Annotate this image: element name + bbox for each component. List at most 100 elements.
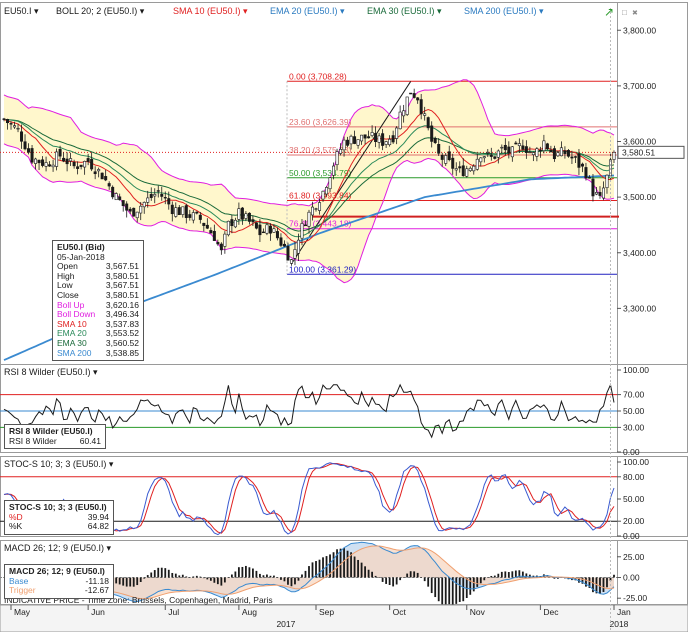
macd-histogram-bar: [143, 577, 146, 579]
info-row-value: 3,567.51: [105, 261, 139, 272]
candle-body: [195, 211, 199, 214]
macd-histogram-bar: [301, 574, 303, 578]
stoch-info-title: STOC-S 10; 3; 3 (EU50.I): [9, 502, 107, 512]
candle-body: [605, 174, 609, 188]
macd-histogram-bar: [416, 572, 419, 578]
candle-body: [465, 168, 469, 177]
x-axis-band: [0, 604, 688, 632]
candle-body: [563, 150, 567, 154]
candle-body: [496, 150, 500, 158]
candle-body: [100, 172, 104, 180]
x-tick-label: May: [14, 607, 31, 617]
candle-body: [265, 224, 269, 234]
candle-body: [542, 140, 546, 151]
main-price-panel[interactable]: 3,300.00 3,400.00 3,500.00 3,600.00 3,700.00…: [0, 2, 688, 365]
candle-body: [30, 148, 34, 163]
info-title: EU50.I (Bid): [57, 242, 105, 252]
candle-body: [503, 144, 507, 151]
candle-body: [303, 224, 307, 227]
candle-body: [132, 207, 136, 217]
candle-body: [184, 205, 188, 218]
macd-histogram-bar: [353, 556, 356, 578]
candle-body: [377, 135, 381, 143]
info-row: Low 3,567.51: [57, 281, 139, 291]
macd-histogram-bar: [472, 577, 475, 592]
macd-histogram-bar: [588, 577, 591, 588]
info-row: Boll Up 3,620.16: [57, 299, 139, 311]
macd-histogram-bar: [294, 577, 296, 585]
macd-histogram-bar: [553, 577, 556, 579]
candle-body: [433, 138, 437, 144]
candle-body: [545, 143, 549, 149]
candle-body: [149, 193, 153, 198]
candle-body: [451, 157, 455, 169]
macd-histogram-bar: [195, 575, 198, 578]
macd-histogram-bar: [493, 575, 496, 578]
candle-body: [395, 127, 399, 139]
candle-body: [587, 177, 591, 179]
info-date: 05-Jan-2018: [57, 251, 105, 262]
info-row-value: 3,538.85: [105, 347, 139, 358]
macd-histogram-bar: [244, 565, 247, 578]
macd-histogram-bar: [125, 577, 128, 587]
candle-body: [500, 146, 504, 149]
macd-histogram-bar: [139, 577, 142, 582]
macd-histogram-bar: [578, 577, 580, 583]
macd-histogram-bar: [150, 572, 153, 578]
candle-body: [384, 141, 388, 145]
macd-histogram-bar: [388, 577, 391, 585]
arrow-icon: ↗: [604, 5, 614, 19]
info-row-label: EMA 30: [57, 337, 87, 348]
macd-histogram-bar: [146, 575, 149, 578]
info-row-value: 3,620.16: [105, 299, 139, 310]
macd-tick-label: 0.00: [623, 572, 640, 582]
candle-body: [538, 149, 542, 152]
x-tick-label: Jan: [617, 607, 631, 617]
rsi-tick-label: 50.00: [623, 406, 645, 416]
candle-body: [601, 187, 605, 199]
candle-body: [300, 223, 304, 239]
macd-histogram-bar: [220, 577, 223, 586]
candle-body: [416, 97, 420, 101]
x-tick-label: Dec: [543, 607, 559, 617]
candle-body: [163, 197, 167, 199]
candle-body: [9, 123, 13, 125]
macd-histogram-bar: [315, 561, 317, 578]
macd-histogram-bar: [462, 577, 465, 602]
candle-body: [223, 233, 227, 247]
info-row: High 3,580.51: [57, 270, 139, 282]
candle-body: [559, 147, 563, 157]
candle-body: [437, 144, 441, 154]
macd-histogram-bar: [511, 571, 514, 578]
candle-body: [251, 219, 255, 223]
x-axis: May Jun Jul Aug Sep Oct Nov Dec Jan 2017 2018 INDIC…: [0, 8, 688, 632]
header-item: EMA 20 (EU50.I) ▾: [270, 6, 345, 16]
macd-histogram-bar: [399, 577, 402, 581]
x-year-label: 2018: [610, 619, 629, 629]
info-row-value: 3,537.83: [105, 318, 139, 329]
macd-histogram-bar: [237, 567, 240, 578]
macd-histogram-bar: [360, 562, 363, 578]
candle-body: [566, 150, 570, 157]
candle-body: [135, 211, 139, 219]
candle-body: [549, 150, 553, 153]
candle-body: [125, 203, 129, 211]
candle-body: [479, 157, 483, 163]
candle-body: [514, 142, 518, 145]
close-icon: ✖: [632, 10, 638, 17]
candle-body: [44, 162, 48, 167]
candle-body: [517, 143, 521, 147]
candle-body: [55, 151, 59, 167]
candle-body: [181, 206, 185, 215]
info-row-label: %D: [9, 511, 23, 522]
macd-histogram-bar: [255, 570, 258, 578]
macd-histogram-bar: [132, 577, 135, 587]
candle-body: [153, 194, 157, 197]
rsi-tick-label: 30.00: [623, 422, 645, 432]
last-price-box: [617, 145, 685, 159]
macd-histogram-bar: [395, 577, 398, 585]
macd-histogram-bar: [427, 577, 430, 587]
info-row-value: 3,580.51: [105, 270, 139, 281]
candle-body: [321, 190, 325, 200]
macd-histogram-bar: [269, 575, 272, 578]
